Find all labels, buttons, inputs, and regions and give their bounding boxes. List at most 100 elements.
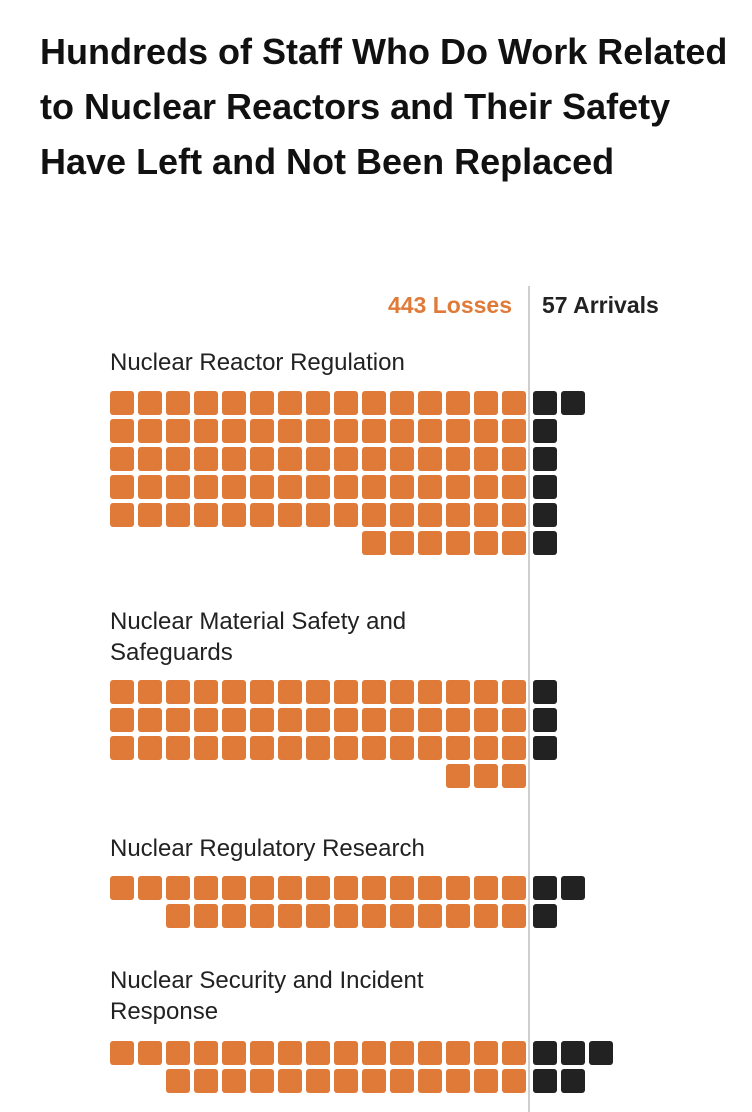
loss-cell-nuclear-reactor-regulation <box>194 447 218 471</box>
loss-cell-nuclear-security-and-incident-response <box>250 1041 274 1065</box>
loss-cell-nuclear-reactor-regulation <box>334 391 358 415</box>
loss-cell-nuclear-reactor-regulation <box>474 419 498 443</box>
loss-cell-nuclear-reactor-regulation <box>110 391 134 415</box>
loss-cell-nuclear-reactor-regulation <box>166 391 190 415</box>
arrival-cell-nuclear-reactor-regulation <box>533 447 557 471</box>
loss-cell-nuclear-reactor-regulation <box>306 447 330 471</box>
loss-cell-nuclear-reactor-regulation <box>362 391 386 415</box>
arrival-cell-nuclear-security-and-incident-response <box>561 1041 585 1065</box>
category-label-reactor-regulation: Nuclear Reactor Regulation <box>110 349 405 376</box>
loss-cell-nuclear-material-safety-and-safeguards <box>166 736 190 760</box>
loss-cell-nuclear-reactor-regulation <box>362 531 386 555</box>
loss-cell-nuclear-regulatory-research <box>334 876 358 900</box>
loss-cell-nuclear-security-and-incident-response <box>390 1069 414 1093</box>
loss-cell-nuclear-material-safety-and-safeguards <box>110 736 134 760</box>
loss-cell-nuclear-security-and-incident-response <box>222 1041 246 1065</box>
arrival-cell-nuclear-reactor-regulation <box>533 391 557 415</box>
arrival-cell-nuclear-security-and-incident-response <box>533 1041 557 1065</box>
loss-cell-nuclear-material-safety-and-safeguards <box>110 680 134 704</box>
loss-cell-nuclear-regulatory-research <box>362 876 386 900</box>
loss-cell-nuclear-material-safety-and-safeguards <box>138 680 162 704</box>
arrival-cell-nuclear-material-safety-and-safeguards <box>533 708 557 732</box>
loss-cell-nuclear-material-safety-and-safeguards <box>418 708 442 732</box>
loss-cell-nuclear-material-safety-and-safeguards <box>362 736 386 760</box>
loss-cell-nuclear-material-safety-and-safeguards <box>446 764 470 788</box>
loss-cell-nuclear-reactor-regulation <box>502 391 526 415</box>
loss-cell-nuclear-material-safety-and-safeguards <box>362 680 386 704</box>
loss-cell-nuclear-reactor-regulation <box>306 475 330 499</box>
loss-cell-nuclear-reactor-regulation <box>418 447 442 471</box>
loss-cell-nuclear-regulatory-research <box>474 876 498 900</box>
loss-cell-nuclear-material-safety-and-safeguards <box>474 736 498 760</box>
loss-cell-nuclear-regulatory-research <box>194 904 218 928</box>
loss-cell-nuclear-regulatory-research <box>222 876 246 900</box>
loss-cell-nuclear-material-safety-and-safeguards <box>362 708 386 732</box>
loss-cell-nuclear-reactor-regulation <box>110 475 134 499</box>
loss-cell-nuclear-material-safety-and-safeguards <box>250 736 274 760</box>
loss-cell-nuclear-security-and-incident-response <box>390 1041 414 1065</box>
loss-cell-nuclear-regulatory-research <box>446 904 470 928</box>
loss-cell-nuclear-reactor-regulation <box>334 419 358 443</box>
loss-cell-nuclear-material-safety-and-safeguards <box>278 680 302 704</box>
loss-cell-nuclear-regulatory-research <box>166 876 190 900</box>
loss-cell-nuclear-reactor-regulation <box>250 475 274 499</box>
loss-cell-nuclear-material-safety-and-safeguards <box>446 680 470 704</box>
loss-cell-nuclear-reactor-regulation <box>250 419 274 443</box>
loss-cell-nuclear-regulatory-research <box>166 904 190 928</box>
arrival-cell-nuclear-reactor-regulation <box>533 531 557 555</box>
loss-cell-nuclear-regulatory-research <box>222 904 246 928</box>
loss-cell-nuclear-reactor-regulation <box>138 391 162 415</box>
loss-cell-nuclear-material-safety-and-safeguards <box>138 736 162 760</box>
loss-cell-nuclear-reactor-regulation <box>194 475 218 499</box>
loss-cell-nuclear-security-and-incident-response <box>446 1069 470 1093</box>
loss-cell-nuclear-material-safety-and-safeguards <box>222 736 246 760</box>
loss-cell-nuclear-security-and-incident-response <box>474 1041 498 1065</box>
loss-cell-nuclear-material-safety-and-safeguards <box>390 680 414 704</box>
arrival-cell-nuclear-material-safety-and-safeguards <box>533 680 557 704</box>
loss-cell-nuclear-reactor-regulation <box>502 419 526 443</box>
loss-cell-nuclear-reactor-regulation <box>278 447 302 471</box>
loss-cell-nuclear-reactor-regulation <box>418 531 442 555</box>
loss-cell-nuclear-material-safety-and-safeguards <box>502 708 526 732</box>
loss-cell-nuclear-regulatory-research <box>250 876 274 900</box>
loss-cell-nuclear-reactor-regulation <box>446 447 470 471</box>
loss-cell-nuclear-reactor-regulation <box>278 475 302 499</box>
loss-cell-nuclear-security-and-incident-response <box>306 1069 330 1093</box>
loss-cell-nuclear-reactor-regulation <box>222 475 246 499</box>
loss-cell-nuclear-reactor-regulation <box>222 503 246 527</box>
center-axis-line <box>528 286 530 1112</box>
loss-cell-nuclear-reactor-regulation <box>222 391 246 415</box>
loss-cell-nuclear-reactor-regulation <box>502 447 526 471</box>
loss-cell-nuclear-reactor-regulation <box>250 447 274 471</box>
loss-cell-nuclear-reactor-regulation <box>110 419 134 443</box>
loss-cell-nuclear-reactor-regulation <box>418 503 442 527</box>
loss-cell-nuclear-material-safety-and-safeguards <box>390 736 414 760</box>
loss-cell-nuclear-security-and-incident-response <box>502 1041 526 1065</box>
loss-cell-nuclear-reactor-regulation <box>390 503 414 527</box>
loss-cell-nuclear-material-safety-and-safeguards <box>502 764 526 788</box>
loss-cell-nuclear-reactor-regulation <box>502 503 526 527</box>
loss-cell-nuclear-material-safety-and-safeguards <box>250 680 274 704</box>
arrival-cell-nuclear-regulatory-research <box>533 904 557 928</box>
loss-cell-nuclear-reactor-regulation <box>278 391 302 415</box>
loss-cell-nuclear-material-safety-and-safeguards <box>306 736 330 760</box>
loss-cell-nuclear-reactor-regulation <box>502 475 526 499</box>
loss-cell-nuclear-reactor-regulation <box>390 447 414 471</box>
loss-cell-nuclear-reactor-regulation <box>278 503 302 527</box>
loss-cell-nuclear-regulatory-research <box>306 904 330 928</box>
loss-cell-nuclear-regulatory-research <box>138 876 162 900</box>
loss-cell-nuclear-regulatory-research <box>418 876 442 900</box>
loss-cell-nuclear-reactor-regulation <box>110 447 134 471</box>
loss-cell-nuclear-material-safety-and-safeguards <box>334 680 358 704</box>
loss-cell-nuclear-security-and-incident-response <box>110 1041 134 1065</box>
arrival-cell-nuclear-regulatory-research <box>561 876 585 900</box>
loss-cell-nuclear-reactor-regulation <box>138 419 162 443</box>
loss-cell-nuclear-material-safety-and-safeguards <box>418 680 442 704</box>
loss-cell-nuclear-reactor-regulation <box>110 503 134 527</box>
loss-cell-nuclear-material-safety-and-safeguards <box>474 708 498 732</box>
loss-cell-nuclear-reactor-regulation <box>166 447 190 471</box>
category-label-material-safety: Nuclear Material Safety and Safeguards <box>110 608 407 666</box>
loss-cell-nuclear-reactor-regulation <box>362 447 386 471</box>
arrival-cell-nuclear-reactor-regulation <box>533 475 557 499</box>
loss-cell-nuclear-reactor-regulation <box>362 503 386 527</box>
